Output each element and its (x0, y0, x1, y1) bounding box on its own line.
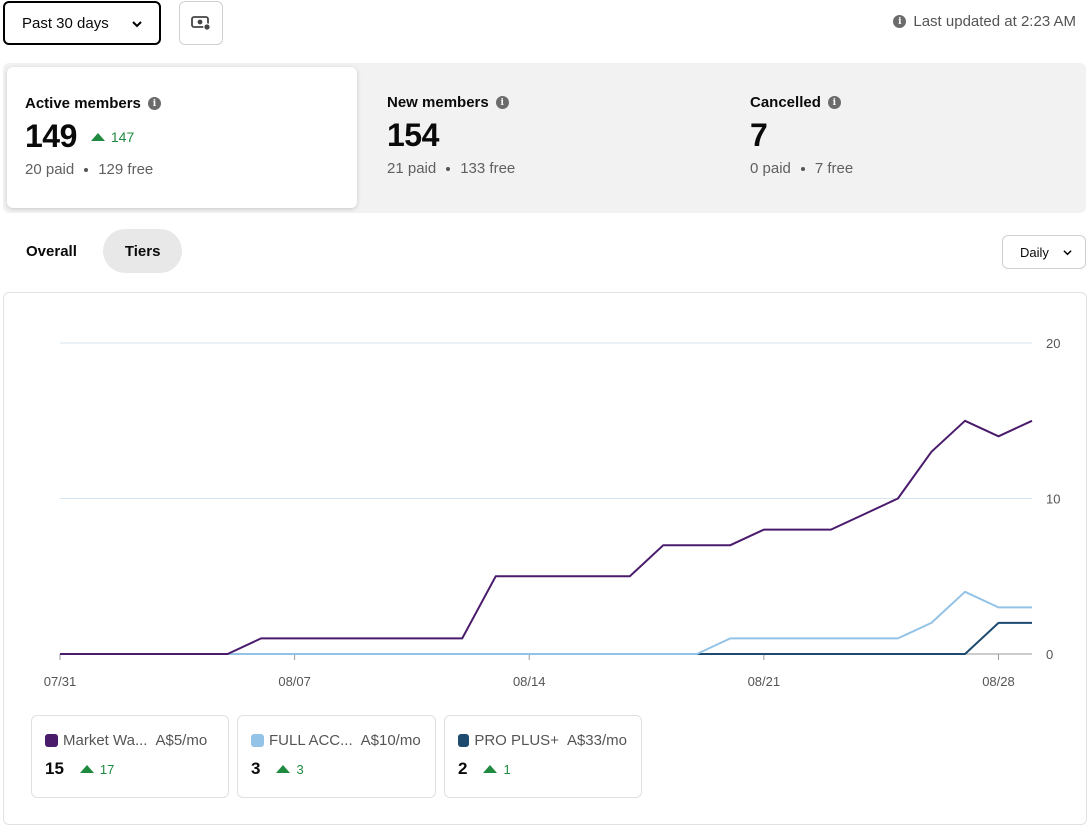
stat-label: Cancelled i (750, 94, 853, 111)
stat-label: Active members i (25, 95, 357, 112)
info-icon: i (893, 15, 907, 28)
stat-label: New members i (387, 94, 515, 111)
interval-select[interactable]: Daily (1002, 235, 1086, 269)
tab-overall[interactable]: Overall (26, 242, 77, 260)
last-updated-text: Last updated at 2:23 AM (913, 13, 1076, 30)
tier-count: 15 (45, 759, 64, 778)
stat-breakdown: 20 paid 129 free (25, 161, 357, 178)
tier-delta-value: 3 (296, 761, 304, 777)
stat-new-members[interactable]: New members i 154 21 paid 133 free (365, 63, 515, 213)
stat-delta: 147 (90, 128, 135, 145)
stat-cancelled[interactable]: Cancelled i 7 0 paid 7 free (728, 63, 853, 213)
x-tick-label: 08/14 (513, 674, 546, 689)
stats-panel: Active members i 149 147 20 paid 129 free… (3, 63, 1086, 213)
date-range-label: Past 30 days (22, 14, 109, 32)
stat-value: 7 (750, 117, 768, 153)
tier-delta-value: 17 (99, 761, 115, 777)
separator-dot (84, 168, 89, 173)
info-icon[interactable]: i (147, 97, 161, 110)
chevron-down-icon (132, 21, 142, 28)
paid-count: 0 paid (750, 160, 791, 177)
series-line (60, 419, 1033, 655)
tier-card-pro-plus[interactable]: PRO PLUS+ A$33/mo 2 1 (444, 715, 642, 798)
tier-count: 2 (458, 759, 468, 778)
free-count: 133 free (460, 160, 516, 177)
triangle-up-icon (483, 765, 498, 773)
stat-value: 154 (387, 117, 439, 153)
currency-toggle-button[interactable] (179, 1, 223, 45)
view-tabs: Overall Tiers (4, 229, 183, 273)
x-tick-label: 08/07 (278, 674, 311, 689)
separator-dot (446, 167, 451, 172)
tier-name: Market Wa... (63, 732, 148, 749)
x-tick-label: 08/21 (748, 674, 781, 689)
tier-color-swatch (45, 734, 58, 747)
tier-delta: 17 (79, 761, 115, 777)
info-icon[interactable]: i (827, 96, 841, 109)
tiers-line-chart: 0 10 20 07/31 08/07 08/14 08/21 08/28 (44, 336, 1061, 689)
separator-dot (800, 167, 805, 172)
tier-price: A$10/mo (360, 732, 421, 749)
tier-count: 3 (251, 759, 261, 778)
series-line (60, 590, 1032, 655)
tier-card-market[interactable]: Market Wa... A$5/mo 15 17 (31, 715, 229, 798)
stat-label-text: New members (387, 94, 489, 111)
tier-price: A$33/mo (566, 732, 627, 749)
tier-delta: 3 (276, 761, 304, 777)
tier-name: PRO PLUS+ (474, 732, 559, 749)
paid-count: 21 paid (387, 160, 437, 177)
chart-card: 0 10 20 07/31 08/07 08/14 08/21 08/28 Market Wa… (3, 292, 1087, 825)
triangle-up-icon (276, 765, 291, 773)
free-count: 7 free (814, 160, 854, 177)
tier-name: FULL ACC... (269, 732, 353, 749)
paid-count: 20 paid (25, 161, 75, 178)
y-tick-label: 10 (1046, 492, 1060, 507)
stat-label-text: Active members (25, 95, 141, 112)
date-range-select[interactable]: Past 30 days (3, 1, 161, 45)
money-icon (191, 16, 211, 31)
top-toolbar: Past 30 days i Last updated at 2:23 AM (0, 0, 1090, 48)
stat-delta-value: 147 (110, 128, 135, 145)
x-tick-label: 07/31 (44, 674, 77, 689)
tier-color-swatch (458, 734, 470, 747)
stat-breakdown: 21 paid 133 free (387, 160, 515, 177)
tier-color-swatch (251, 734, 264, 747)
tier-delta-value: 1 (503, 761, 511, 777)
y-tick-label: 0 (1046, 647, 1053, 662)
last-updated-indicator: i Last updated at 2:23 AM (893, 13, 1076, 30)
tab-tiers[interactable]: Tiers (102, 229, 183, 273)
free-count: 129 free (98, 161, 154, 178)
tier-card-full-access[interactable]: FULL ACC... A$10/mo 3 3 (237, 715, 436, 798)
tier-delta: 1 (483, 761, 511, 777)
interval-label: Daily (1020, 244, 1049, 260)
triangle-up-icon (79, 765, 94, 773)
chevron-down-icon (1063, 250, 1072, 256)
stat-value: 149 (25, 118, 77, 154)
stat-label-text: Cancelled (750, 94, 821, 111)
y-tick-label: 20 (1046, 336, 1060, 351)
stat-breakdown: 0 paid 7 free (750, 160, 853, 177)
triangle-up-icon (90, 132, 105, 141)
info-icon[interactable]: i (495, 96, 509, 109)
stat-active-members[interactable]: Active members i 149 147 20 paid 129 free (7, 67, 357, 208)
tier-price: A$5/mo (155, 732, 208, 749)
x-tick-label: 08/28 (982, 674, 1015, 689)
